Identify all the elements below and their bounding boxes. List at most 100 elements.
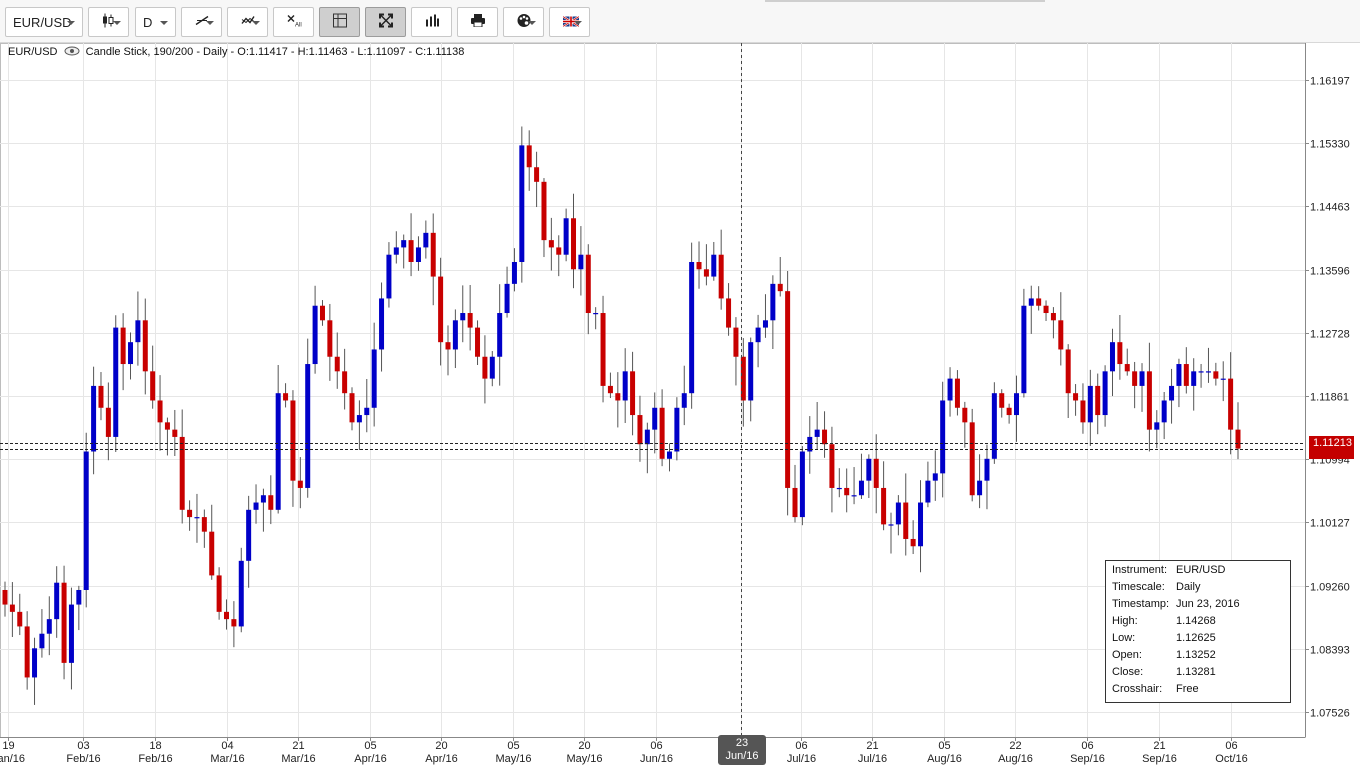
instrument-select[interactable]: EUR/USD: [5, 7, 83, 37]
remove-all-button[interactable]: All: [273, 7, 314, 37]
tooltip-key: Low:: [1112, 632, 1136, 644]
chart-overlay: [0, 43, 1305, 737]
candle: [216, 567, 222, 620]
candle-body: [489, 356, 495, 379]
candle: [799, 446, 805, 526]
candle-body: [334, 356, 340, 372]
candle: [1021, 288, 1027, 398]
candle: [977, 454, 983, 509]
candle: [253, 484, 259, 524]
y-tick-label: 1.12728: [1310, 329, 1350, 341]
candle-body: [1028, 298, 1034, 306]
candle-body: [438, 276, 444, 343]
candle-body: [541, 181, 547, 241]
candle: [1176, 358, 1182, 408]
tooltip-value: EUR/USD: [1176, 564, 1226, 576]
candle: [1191, 358, 1197, 411]
info-instrument: EUR/USD: [8, 46, 58, 58]
candle-body: [46, 619, 52, 634]
candle: [999, 389, 1005, 418]
candle-body: [9, 604, 15, 612]
current-price-tag-lower: [1309, 451, 1354, 459]
candle: [223, 599, 229, 630]
candle: [1102, 365, 1108, 427]
candle: [105, 382, 111, 461]
x-tick-month: May/16: [566, 753, 602, 765]
timeframe-button[interactable]: D: [135, 7, 176, 37]
candle: [157, 375, 163, 451]
candle-body: [703, 269, 709, 277]
candle: [290, 390, 296, 507]
candle: [452, 309, 458, 369]
candle-body: [1117, 342, 1123, 365]
chevron-down-icon: [528, 21, 536, 25]
candle: [135, 291, 141, 366]
x-tick-day: 20: [578, 740, 590, 752]
candle: [187, 500, 193, 531]
candle: [600, 295, 606, 403]
indicators-button[interactable]: [227, 7, 268, 37]
chart-type-button[interactable]: [88, 7, 129, 37]
candle-body: [157, 400, 163, 423]
eye-icon[interactable]: [64, 45, 80, 57]
candle: [305, 338, 311, 498]
candle-body: [1006, 407, 1012, 416]
candle: [356, 400, 362, 450]
chevron-down-icon: [67, 21, 75, 25]
candle: [275, 365, 281, 514]
candle-body: [379, 298, 385, 350]
crosshair-button[interactable]: [319, 7, 360, 37]
candle-body: [319, 305, 325, 321]
candle-body: [585, 254, 591, 314]
candle: [607, 372, 613, 399]
price-chart[interactable]: 1.16197 1.15330 1.14463 1.13596 1.12728 1.118…: [0, 43, 1360, 768]
candle: [814, 402, 820, 450]
volume-button[interactable]: [411, 7, 452, 37]
candle-body: [940, 400, 946, 474]
y-tick-label: 1.08393: [1310, 645, 1350, 657]
candle-body: [164, 422, 170, 430]
tooltip-key: Close:: [1112, 666, 1144, 678]
candle: [1050, 307, 1056, 339]
candle-body: [452, 320, 458, 350]
candle-body: [135, 320, 141, 343]
candle: [327, 303, 333, 381]
candle: [349, 387, 355, 431]
candle-body: [888, 524, 894, 526]
candle-body: [194, 517, 200, 519]
candle: [17, 593, 23, 636]
fullscreen-button[interactable]: [365, 7, 406, 37]
candlestick-icon: [102, 13, 114, 32]
candle-body: [1102, 371, 1108, 416]
drawing-tools-button[interactable]: [181, 7, 222, 37]
candle-body: [1161, 400, 1167, 423]
candle: [1014, 375, 1020, 442]
print-button[interactable]: [457, 7, 498, 37]
candle-body: [231, 619, 237, 627]
candle: [489, 351, 495, 387]
candle: [61, 565, 67, 680]
candle-body: [984, 458, 990, 481]
x-tick-month: Feb/16: [66, 753, 100, 765]
candle: [408, 213, 414, 277]
candle: [1205, 347, 1211, 383]
candle: [866, 454, 872, 498]
candle-body: [312, 305, 318, 365]
instrument-select-label: EUR/USD: [13, 15, 72, 30]
tooltip-value: 1.12625: [1176, 632, 1216, 644]
candle-body: [925, 480, 931, 503]
language-button[interactable]: [549, 7, 590, 37]
candle-body: [371, 349, 377, 408]
candle-body: [98, 385, 104, 408]
candle-body: [179, 436, 185, 510]
candle-body: [910, 538, 916, 547]
candle: [585, 244, 591, 335]
candle-body: [895, 502, 901, 525]
candle-body: [356, 415, 362, 423]
candle-body: [238, 560, 244, 627]
candle-body: [246, 509, 252, 561]
tooltip-value: Jun 23, 2016: [1176, 598, 1240, 610]
candle: [770, 275, 776, 350]
theme-button[interactable]: [503, 7, 544, 37]
candle-body: [666, 451, 672, 459]
